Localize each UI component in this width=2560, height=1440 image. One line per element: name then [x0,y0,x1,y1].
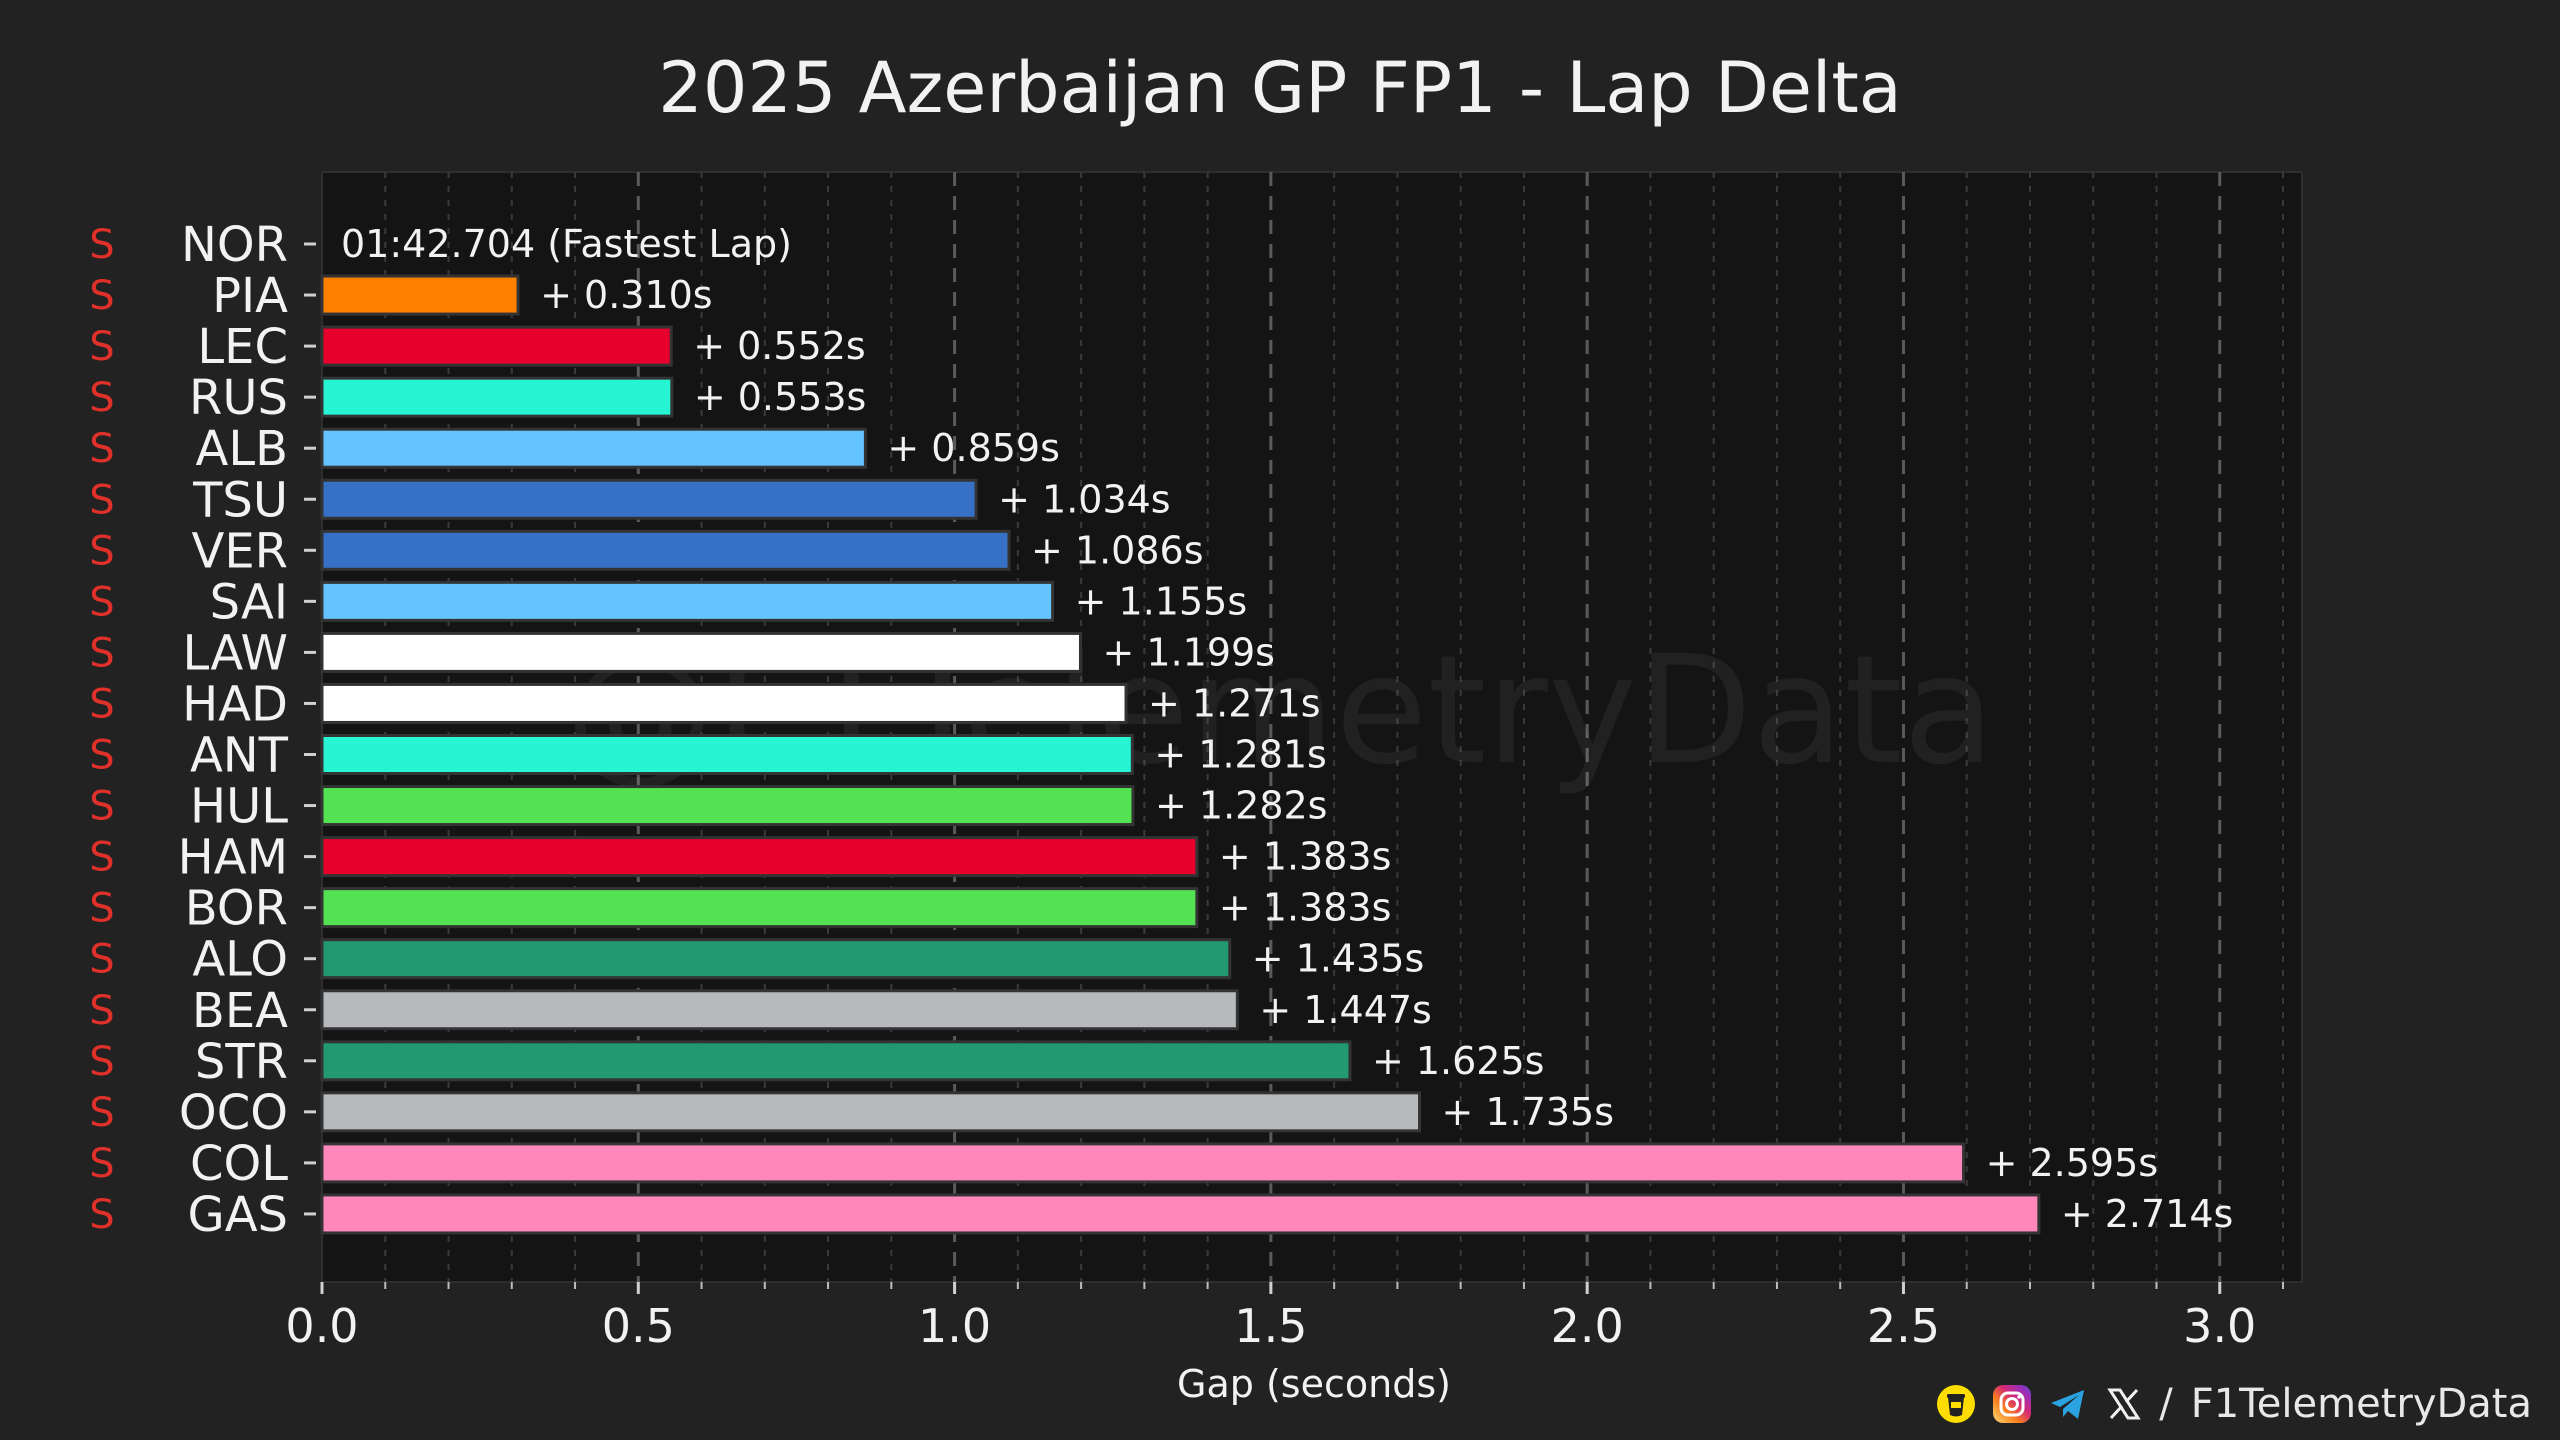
compound-label: S [89,528,114,574]
driver-label: HAD [182,676,288,732]
compound-label: S [89,1141,114,1187]
compound-label: S [89,375,114,421]
driver-label: ANT [190,728,289,784]
footer-handle[interactable]: F1TelemetryData [2190,1381,2532,1427]
compound-label: S [89,1090,114,1136]
compound-label: S [89,1192,114,1238]
gap-label: + 0.310s [540,273,713,317]
compound-label: S [89,784,114,830]
x-tick-label: 0.5 [602,1299,675,1353]
driver-label: ALO [192,932,288,988]
gap-label: + 1.281s [1154,733,1327,777]
bar-gas [320,1193,2041,1235]
compound-label: S [89,477,114,523]
gap-label: + 1.086s [1031,528,1204,572]
gap-label: + 1.735s [1442,1090,1615,1134]
x-icon[interactable] [2103,1383,2145,1425]
x-tick-label: 1.0 [918,1299,991,1353]
fastest-lap-label: 01:42.704 (Fastest Lap) [341,222,792,266]
driver-label: SAI [210,574,288,630]
gap-label: + 0.553s [694,375,867,419]
driver-label: BEA [192,983,288,1039]
driver-label: TSU [192,472,288,528]
bar-law [320,631,1082,673]
telegram-icon[interactable] [2047,1383,2089,1425]
gap-label: + 1.199s [1102,630,1275,674]
gap-label: + 1.447s [1259,988,1432,1032]
x-tick-label: 2.0 [1551,1299,1624,1353]
gap-label: + 1.282s [1155,784,1328,828]
driver-label: STR [195,1034,288,1090]
driver-label: COL [190,1136,288,1192]
driver-label: OCO [179,1085,288,1141]
compound-label: S [89,733,114,779]
driver-label: HAM [178,830,288,886]
gap-label: + 2.595s [1986,1141,2159,1185]
instagram-icon[interactable] [1991,1383,2033,1425]
bar-had [320,682,1128,724]
bar-pia [320,274,520,316]
compound-label: S [89,1039,114,1085]
x-tick-label: 1.5 [1234,1299,1307,1353]
bar-ham [320,836,1199,878]
driver-label: BOR [185,881,288,937]
bar-bor [320,887,1199,929]
driver-label: NOR [181,217,288,273]
x-tick-label: 2.5 [1867,1299,1940,1353]
bar-alo [320,938,1232,980]
gap-label: + 1.383s [1219,835,1392,879]
bar-hul [320,785,1135,827]
bar-col [320,1142,1966,1184]
gap-label: + 2.714s [2061,1192,2234,1236]
gap-label: + 0.859s [887,426,1060,470]
driver-label: HUL [190,779,288,835]
driver-label: LEC [197,319,288,375]
x-tick-label: 0.0 [285,1299,358,1353]
driver-label: VER [191,523,288,579]
x-tick-label: 3.0 [2183,1299,2256,1353]
gap-label: + 1.271s [1148,681,1321,725]
compound-label: S [89,579,114,625]
bar-tsu [320,478,978,520]
driver-label: GAS [188,1187,289,1243]
compound-label: S [89,222,114,268]
compound-label: S [89,937,114,983]
gap-label: + 1.034s [998,477,1171,521]
x-axis-label: Gap (seconds) [1177,1362,1451,1406]
compound-label: S [89,273,114,319]
driver-label: LAW [182,625,288,681]
bar-lec [320,325,673,367]
bar-rus [320,376,674,418]
bar-ant [320,734,1134,775]
bar-oco [320,1091,1422,1133]
bar-ver [320,529,1011,571]
compound-label: S [89,886,114,932]
chart-title: 2025 Azerbaijan GP FP1 - Lap Delta [658,47,1901,129]
compound-label: S [89,835,114,881]
driver-label: RUS [189,370,288,426]
driver-label: ALB [195,421,288,477]
bar-str [320,1040,1352,1082]
bar-alb [320,427,867,469]
gap-label: + 1.625s [1372,1039,1545,1083]
compound-label: S [89,324,114,370]
bar-bea [320,989,1239,1031]
compound-label: S [89,630,114,676]
gap-label: + 0.552s [693,324,866,368]
gap-label: + 1.435s [1252,937,1425,981]
buymeacoffee-icon[interactable] [1935,1383,1977,1425]
gap-label: + 1.383s [1219,886,1392,930]
gap-label: + 1.155s [1075,579,1248,623]
compound-label: S [89,426,114,472]
footer: / F1TelemetryData [1935,1378,2532,1430]
compound-label: S [89,681,114,727]
footer-separator: / [2159,1381,2173,1427]
compound-label: S [89,988,114,1034]
driver-label: PIA [212,268,288,324]
bar-sai [320,580,1055,622]
